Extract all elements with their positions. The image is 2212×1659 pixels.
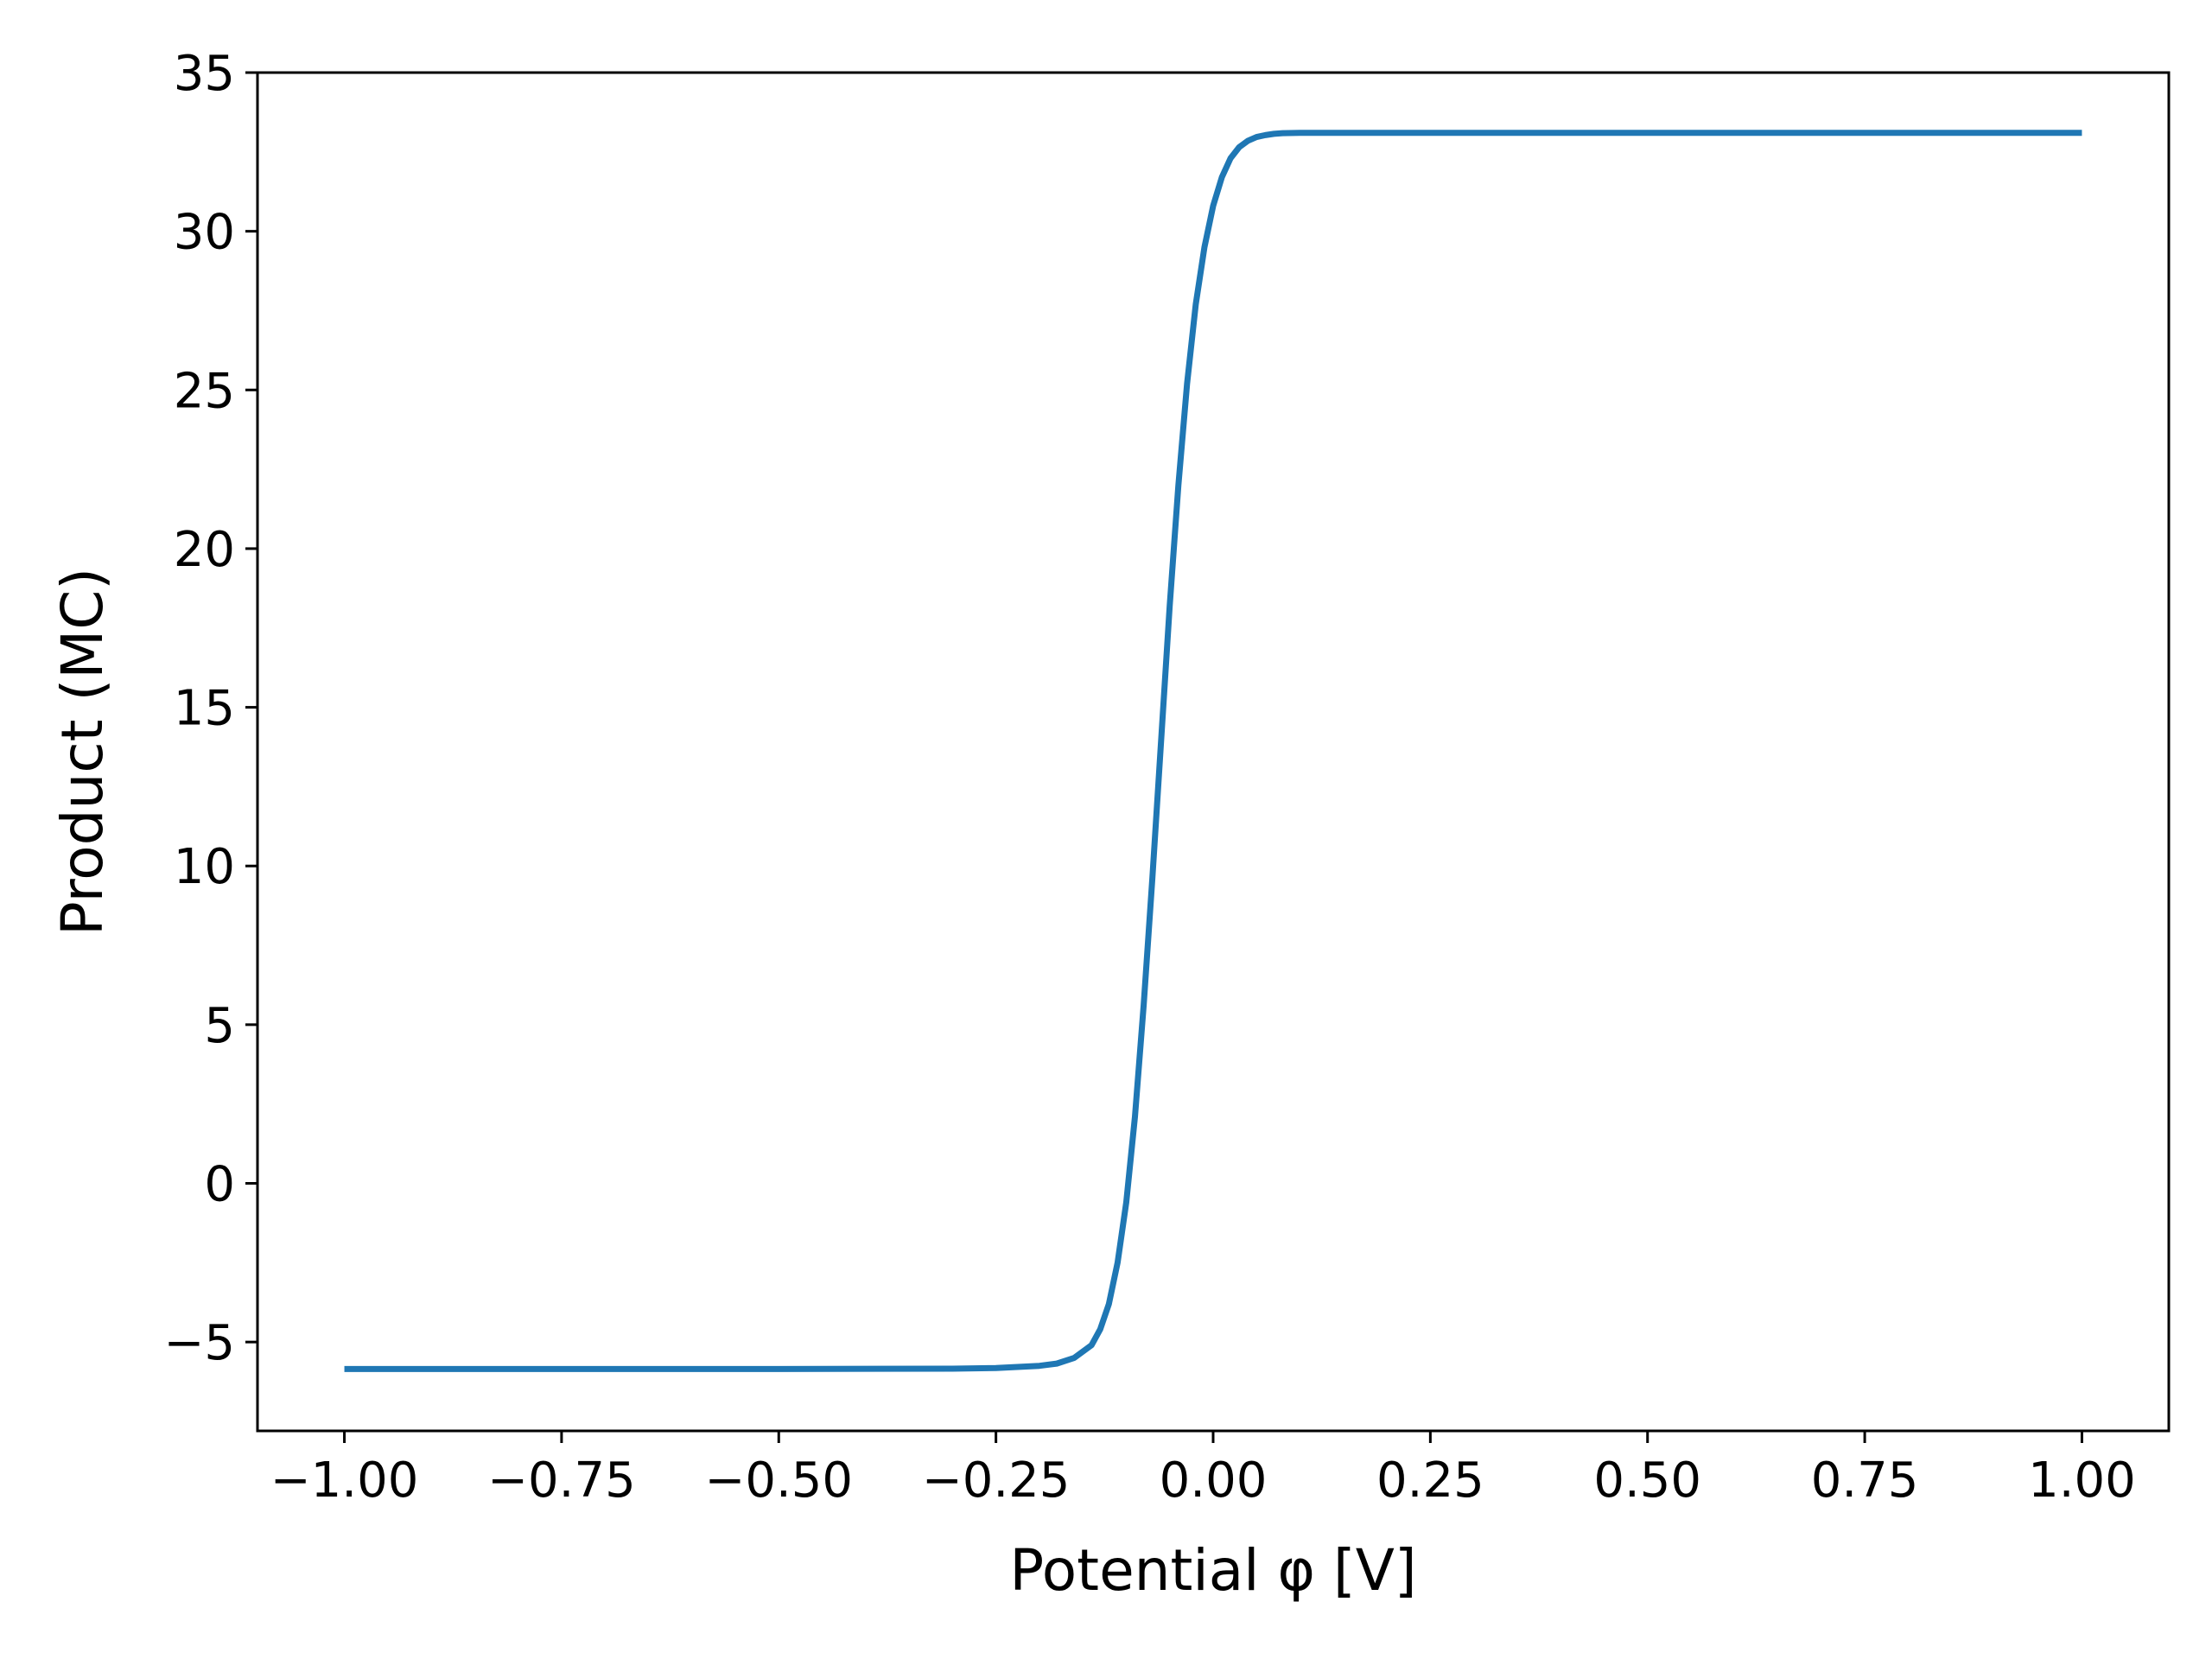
y-tick-label: 30 (174, 205, 235, 261)
x-tick-label: 0.25 (1376, 1452, 1484, 1509)
x-tick-label: −0.25 (922, 1452, 1071, 1509)
x-tick-label: −1.00 (270, 1452, 419, 1509)
x-tick-label: −0.75 (487, 1452, 636, 1509)
x-tick-label: 0.00 (1160, 1452, 1268, 1509)
y-tick-label: 20 (174, 522, 235, 578)
y-axis-title: Product (MC) (49, 568, 116, 936)
y-axis-ticks: −5 0 5 10 15 20 25 30 35 (163, 46, 257, 1371)
y-tick-label: 25 (174, 363, 235, 419)
x-axis-title: Potential φ [V] (1009, 1537, 1416, 1604)
y-tick-label: 10 (174, 839, 235, 895)
x-tick-label: 0.50 (1593, 1452, 1701, 1509)
series-line-0 (344, 130, 2082, 1372)
x-tick-label: 1.00 (2028, 1452, 2136, 1509)
y-tick-label: 35 (174, 46, 235, 102)
y-tick-label: 0 (204, 1157, 235, 1213)
x-tick-label: 0.75 (1811, 1452, 1919, 1509)
y-tick-label: 15 (174, 681, 235, 737)
x-tick-label: −0.50 (704, 1452, 853, 1509)
y-tick-label: 5 (204, 998, 235, 1054)
x-axis-ticks: −1.00 −0.75 −0.50 −0.25 0.00 0.25 0.50 0.75 1.00 (270, 1431, 2136, 1509)
y-tick-label: −5 (163, 1315, 235, 1371)
